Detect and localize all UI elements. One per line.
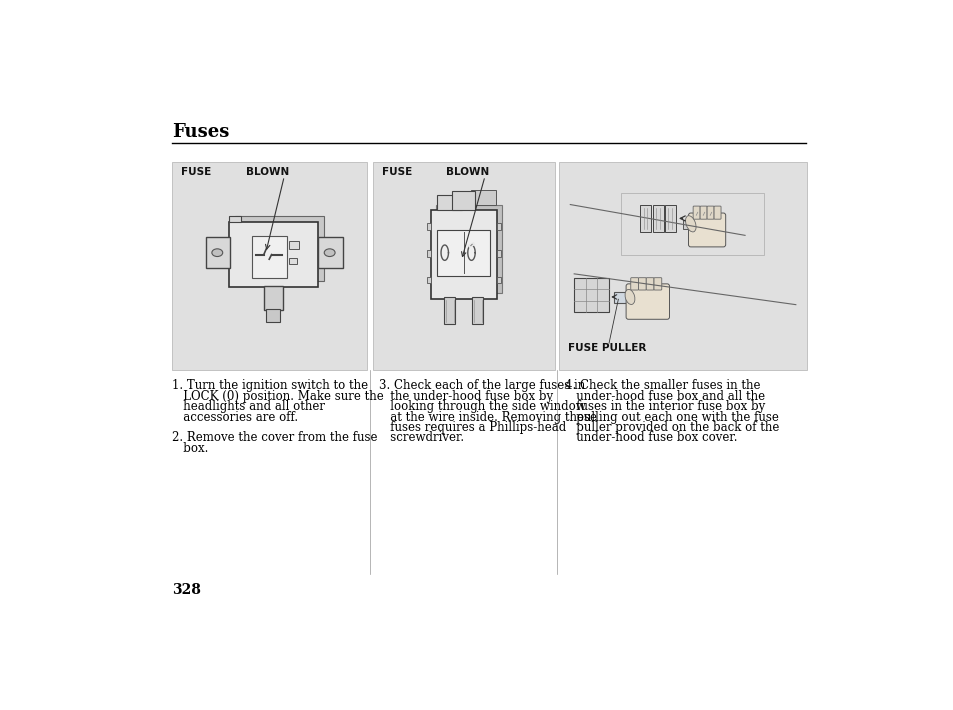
Bar <box>639 204 651 231</box>
Text: accessories are off.: accessories are off. <box>172 410 297 424</box>
Ellipse shape <box>685 216 696 232</box>
Text: 3. Check each of the large fuses in: 3. Check each of the large fuses in <box>378 379 584 393</box>
Bar <box>497 278 500 283</box>
Bar <box>264 286 282 310</box>
Text: headlights and all other: headlights and all other <box>172 400 325 413</box>
Bar <box>373 162 555 370</box>
Bar <box>436 229 490 275</box>
FancyBboxPatch shape <box>638 278 645 290</box>
Bar <box>317 237 342 268</box>
Bar <box>471 190 496 205</box>
Text: BLOWN: BLOWN <box>245 167 289 177</box>
Text: FUSE PULLER: FUSE PULLER <box>567 343 646 353</box>
Bar <box>620 193 763 255</box>
Bar <box>614 293 639 303</box>
FancyBboxPatch shape <box>700 206 706 219</box>
Bar <box>289 258 296 264</box>
Ellipse shape <box>624 290 635 305</box>
FancyBboxPatch shape <box>654 278 661 290</box>
Text: under-hood fuse box cover.: under-hood fuse box cover. <box>564 431 737 444</box>
Bar <box>472 297 482 324</box>
Bar <box>436 205 501 293</box>
Bar <box>664 204 676 231</box>
Bar <box>252 236 287 278</box>
Bar <box>652 204 663 231</box>
Bar <box>497 224 500 229</box>
Text: fuses requires a Phillips-head: fuses requires a Phillips-head <box>378 421 565 434</box>
FancyBboxPatch shape <box>713 206 720 219</box>
Text: 2. Remove the cover from the fuse: 2. Remove the cover from the fuse <box>172 431 377 444</box>
Text: FUSE: FUSE <box>181 167 212 177</box>
Bar <box>266 309 280 322</box>
Text: LOCK (0) position. Make sure the: LOCK (0) position. Make sure the <box>172 390 383 403</box>
Text: Fuses: Fuses <box>172 123 229 141</box>
FancyBboxPatch shape <box>645 278 654 290</box>
Bar <box>427 278 431 283</box>
Text: box.: box. <box>172 442 208 454</box>
Bar <box>229 216 240 222</box>
Text: fuses in the interior fuse box by: fuses in the interior fuse box by <box>564 400 764 413</box>
Ellipse shape <box>212 248 222 256</box>
Text: screwdriver.: screwdriver. <box>378 431 463 444</box>
FancyBboxPatch shape <box>693 206 700 219</box>
FancyBboxPatch shape <box>688 213 725 247</box>
Text: pulling out each one with the fuse: pulling out each one with the fuse <box>564 410 778 424</box>
Text: 4. Check the smaller fuses in the: 4. Check the smaller fuses in the <box>564 379 760 393</box>
Bar <box>682 220 704 229</box>
Bar <box>574 278 608 312</box>
Bar <box>234 216 324 281</box>
Text: the under-hood fuse box by: the under-hood fuse box by <box>378 390 553 403</box>
Bar <box>206 237 231 268</box>
Text: 328: 328 <box>172 583 201 597</box>
Bar <box>444 297 455 324</box>
Bar <box>636 290 641 305</box>
Text: under-hood fuse box and all the: under-hood fuse box and all the <box>564 390 764 403</box>
Text: 1. Turn the ignition switch to the: 1. Turn the ignition switch to the <box>172 379 368 393</box>
Bar <box>431 210 497 299</box>
Bar <box>558 162 806 370</box>
Bar <box>452 191 475 210</box>
Bar <box>289 241 298 248</box>
FancyBboxPatch shape <box>630 278 638 290</box>
Text: BLOWN: BLOWN <box>446 167 489 177</box>
Text: looking through the side window: looking through the side window <box>378 400 585 413</box>
FancyBboxPatch shape <box>625 284 669 320</box>
Ellipse shape <box>324 248 335 256</box>
Text: at the wire inside. Removing these: at the wire inside. Removing these <box>378 410 597 424</box>
Text: FUSE: FUSE <box>381 167 412 177</box>
Bar <box>436 195 461 210</box>
Bar <box>427 251 431 256</box>
Bar <box>427 224 431 229</box>
Bar <box>229 222 317 288</box>
Text: puller provided on the back of the: puller provided on the back of the <box>564 421 779 434</box>
FancyBboxPatch shape <box>706 206 713 219</box>
Bar <box>497 251 500 256</box>
Bar <box>172 162 367 370</box>
